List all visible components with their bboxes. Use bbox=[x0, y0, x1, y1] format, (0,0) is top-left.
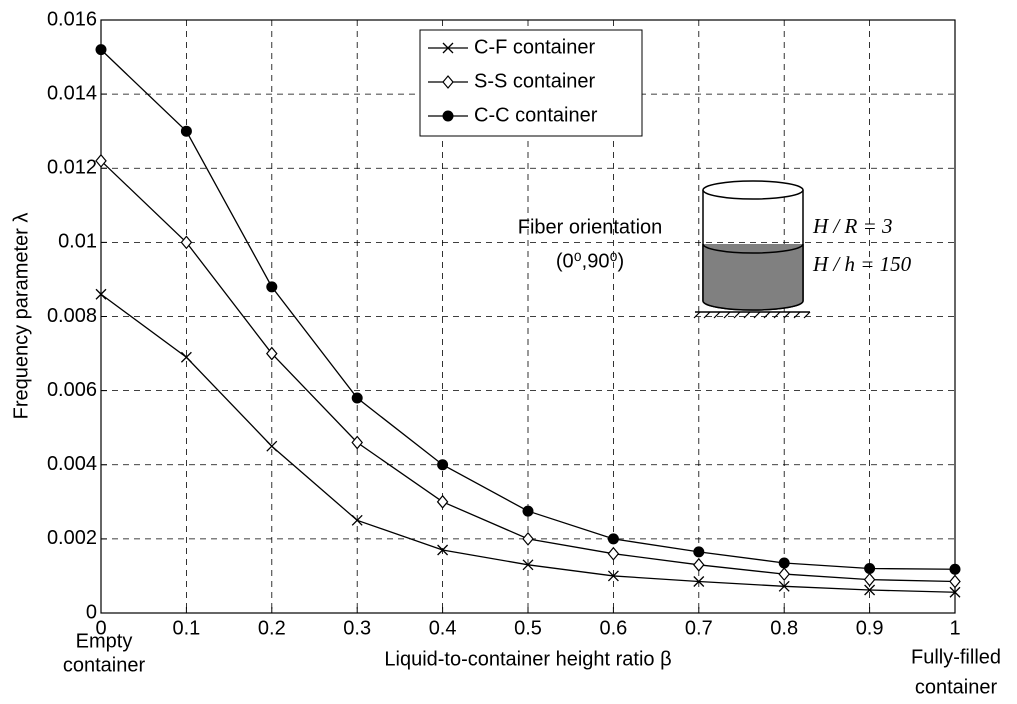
cylinder-icon bbox=[693, 180, 811, 319]
marker bbox=[351, 435, 363, 450]
y-tick-label: 0.016 bbox=[47, 8, 97, 30]
annotation: (0⁰,90⁰) bbox=[556, 250, 624, 272]
annotation: H / R = 3 bbox=[812, 214, 893, 238]
y-tick-label: 0.014 bbox=[47, 82, 97, 104]
marker bbox=[778, 567, 790, 582]
x-tick-label: 0.1 bbox=[172, 617, 200, 639]
marker bbox=[778, 557, 790, 569]
marker bbox=[522, 531, 534, 546]
y-tick-label: 0.012 bbox=[47, 157, 97, 179]
x-tick-label: 0.4 bbox=[429, 617, 457, 639]
marker bbox=[949, 586, 961, 598]
marker bbox=[778, 580, 790, 592]
marker bbox=[95, 44, 107, 56]
annotation: Fully-filled bbox=[911, 646, 1001, 668]
marker bbox=[180, 235, 193, 250]
marker bbox=[949, 574, 961, 589]
x-tick-label: 0.8 bbox=[770, 617, 798, 639]
x-tick-label: 0.6 bbox=[599, 617, 627, 639]
y-tick-label: 0.008 bbox=[47, 305, 97, 327]
marker bbox=[864, 563, 876, 575]
y-tick-label: 0 bbox=[86, 601, 97, 623]
marker bbox=[437, 544, 449, 556]
y-axis-label: Frequency parameter λ bbox=[10, 213, 32, 420]
marker bbox=[693, 557, 705, 572]
annotation: container bbox=[915, 676, 998, 698]
marker bbox=[949, 563, 961, 575]
x-axis-label: Liquid-to-container height ratio β bbox=[384, 648, 671, 670]
marker bbox=[607, 546, 620, 561]
x-tick-label: 0.3 bbox=[343, 617, 371, 639]
x-tick-label: 0.9 bbox=[856, 617, 884, 639]
marker bbox=[607, 533, 619, 545]
y-tick-label: 0.004 bbox=[47, 453, 97, 475]
marker bbox=[437, 459, 449, 471]
annotation: H / h = 150 bbox=[812, 252, 912, 276]
annotation: Empty bbox=[76, 630, 133, 652]
y-tick-label: 0.01 bbox=[58, 231, 97, 253]
annotation: Fiber orientation bbox=[518, 216, 663, 238]
marker bbox=[693, 546, 705, 558]
x-tick-label: 0.5 bbox=[514, 617, 542, 639]
legend-marker bbox=[442, 42, 454, 54]
legend-marker bbox=[442, 75, 454, 89]
marker bbox=[266, 346, 278, 361]
marker bbox=[522, 505, 534, 517]
marker bbox=[436, 494, 449, 509]
marker bbox=[266, 440, 278, 452]
marker bbox=[863, 572, 876, 587]
marker bbox=[95, 153, 107, 168]
x-tick-label: 0.7 bbox=[685, 617, 713, 639]
marker bbox=[266, 281, 278, 293]
y-tick-label: 0.002 bbox=[47, 527, 97, 549]
marker bbox=[864, 584, 876, 596]
legend-label: C-C container bbox=[474, 104, 598, 126]
x-tick-label: 1 bbox=[949, 617, 960, 639]
marker bbox=[522, 559, 534, 571]
x-tick-label: 0.2 bbox=[258, 617, 286, 639]
marker bbox=[693, 576, 705, 587]
x-tick-label: 0 bbox=[95, 617, 106, 639]
marker bbox=[351, 392, 363, 404]
legend-marker bbox=[442, 110, 454, 122]
y-tick-label: 0.006 bbox=[47, 379, 97, 401]
annotation: container bbox=[63, 654, 146, 676]
marker bbox=[95, 288, 107, 300]
marker bbox=[351, 514, 363, 526]
marker bbox=[607, 570, 619, 582]
legend-label: C-F container bbox=[474, 36, 595, 58]
marker bbox=[180, 125, 192, 137]
marker bbox=[180, 351, 192, 363]
legend-label: S-S container bbox=[474, 70, 596, 92]
